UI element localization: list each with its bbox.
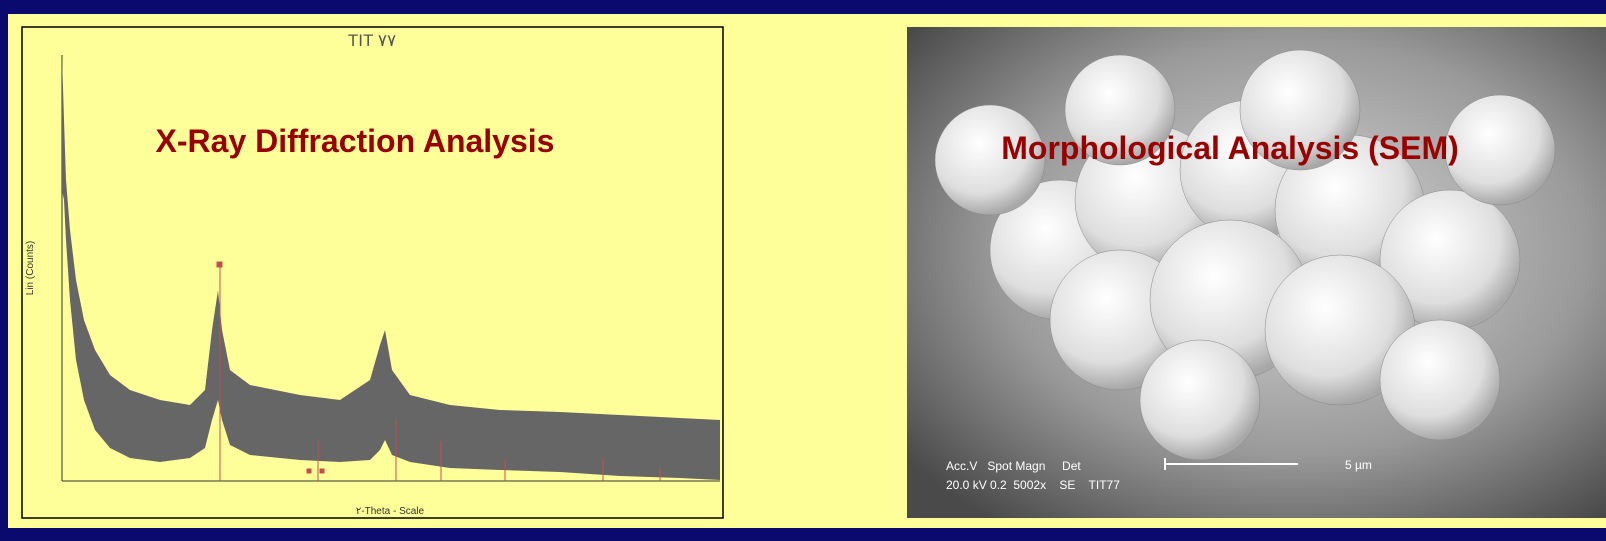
scale-label: 5 µm	[1345, 458, 1372, 472]
y-axis-label: Lin (Counts)	[25, 241, 36, 295]
sem-info: 20.0 kV 0.2 5002x SE TIT77	[946, 478, 1120, 492]
heading: X-Ray Diffraction Analysis	[156, 123, 555, 159]
heading: Morphological Analysis (SEM)	[1001, 130, 1459, 166]
chart-title: TIT ٧٧	[348, 31, 396, 50]
slide: TIT ٧٧ X-Ray Diffraction Analysis Lin (C…	[0, 0, 1606, 541]
sem-info: Acc.V Spot Magn Det	[946, 459, 1081, 473]
xrd-chart: TIT ٧٧ X-Ray Diffraction Analysis Lin (C…	[22, 27, 723, 518]
x-axis-label: ٢-Theta - Scale	[356, 506, 425, 517]
sem-image: Morphological Analysis (SEM) Acc.V Spot …	[907, 27, 1606, 518]
